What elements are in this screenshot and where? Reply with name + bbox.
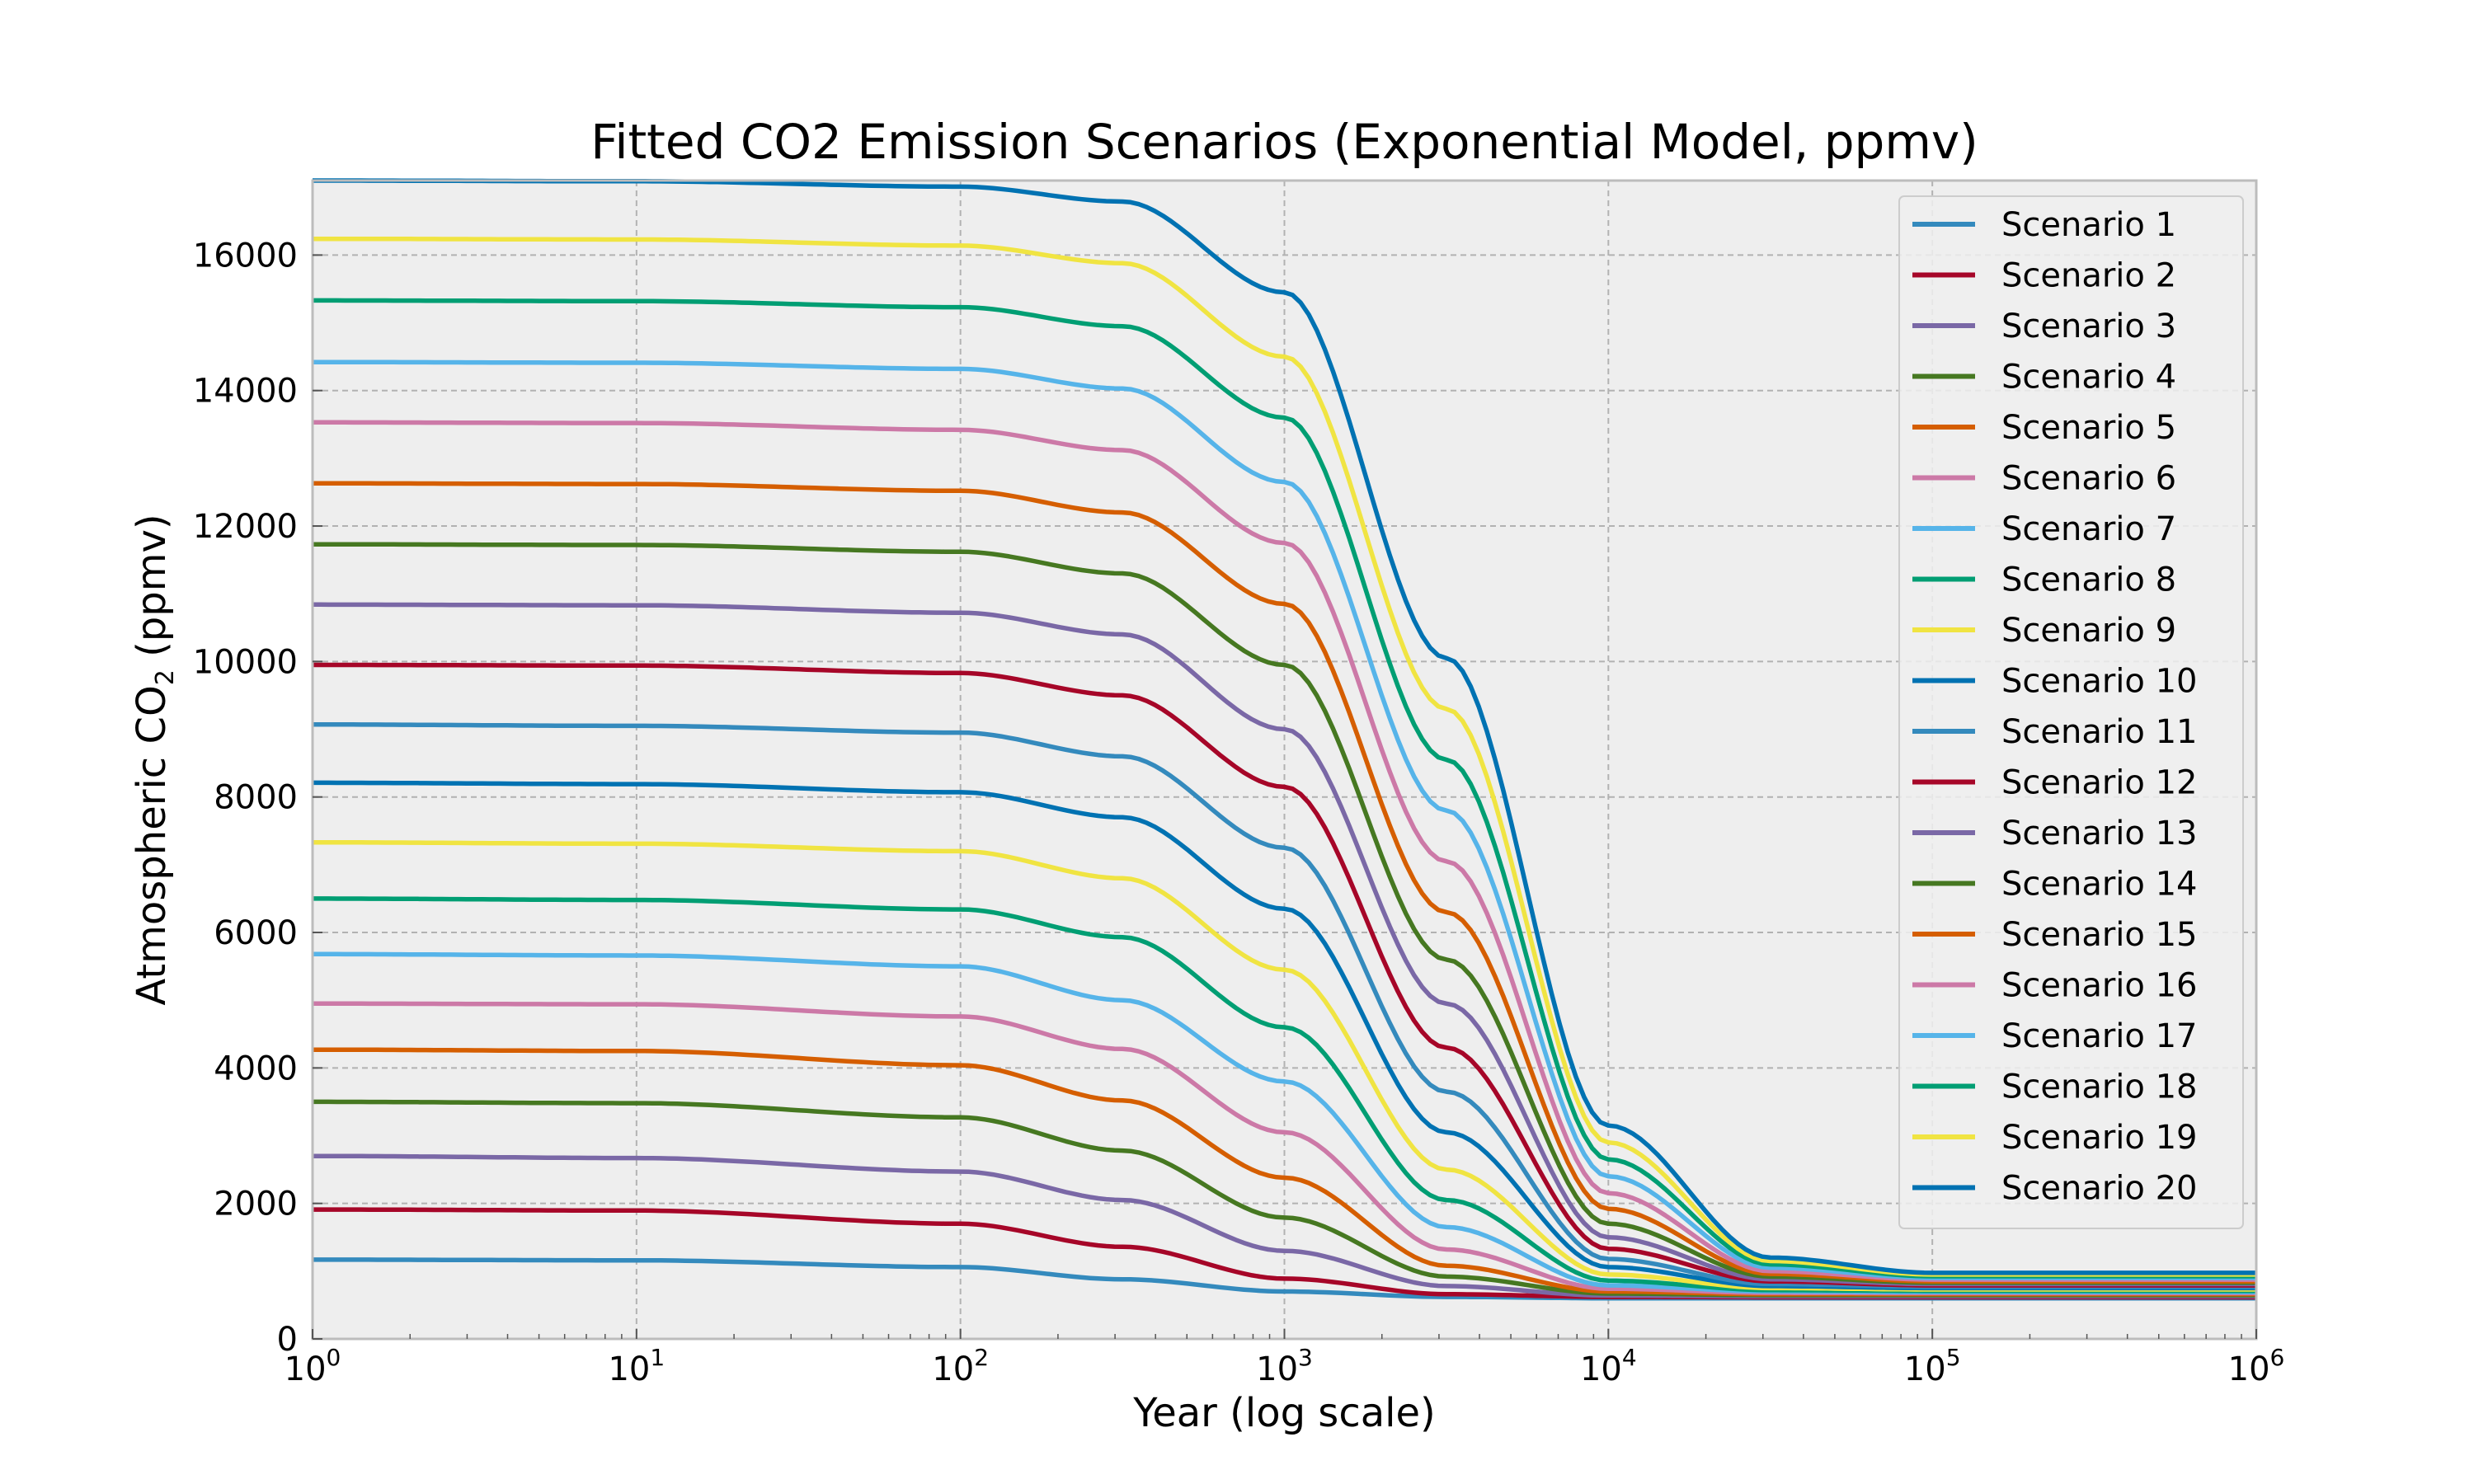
x-tick-label: 102 <box>932 1344 989 1388</box>
legend-entry: Scenario 15 <box>1912 916 2198 954</box>
legend-label: Scenario 18 <box>2001 1068 2198 1106</box>
y-axis-title: Atmospheric CO2 (ppmv) <box>129 514 180 1005</box>
legend-entry: Scenario 18 <box>1912 1068 2198 1106</box>
x-tick-base: 10 <box>1904 1350 1946 1388</box>
y-tick-label: 8000 <box>214 779 298 817</box>
x-tick-base: 10 <box>1580 1350 1622 1388</box>
y-tick-label: 12000 <box>193 508 298 546</box>
legend-label: Scenario 1 <box>2001 206 2176 244</box>
legend-frame <box>1898 195 2244 1229</box>
legend-entry: Scenario 14 <box>1912 866 2198 904</box>
x-tick-exponent: 1 <box>650 1344 665 1371</box>
x-tick-exponent: 2 <box>974 1344 989 1371</box>
legend-label: Scenario 4 <box>2001 359 2176 397</box>
x-tick-label: 105 <box>1904 1344 1961 1388</box>
y-tick-label: 10000 <box>193 643 298 681</box>
x-tick-base: 10 <box>285 1350 327 1388</box>
legend-entry: Scenario 4 <box>1912 359 2176 397</box>
legend-entry: Scenario 19 <box>1912 1119 2198 1157</box>
legend-entry: Scenario 13 <box>1912 815 2198 852</box>
x-tick-base: 10 <box>1256 1350 1298 1388</box>
x-tick-label: 106 <box>2228 1344 2285 1388</box>
x-tick-label: 101 <box>608 1344 665 1388</box>
legend-entry: Scenario 3 <box>1912 308 2176 345</box>
legend-entry: Scenario 11 <box>1912 713 2198 751</box>
legend-label: Scenario 9 <box>2001 612 2176 650</box>
x-tick-base: 10 <box>932 1350 974 1388</box>
legend-label: Scenario 5 <box>2001 409 2176 447</box>
legend-label: Scenario 2 <box>2001 257 2176 295</box>
legend-entry: Scenario 16 <box>1912 967 2198 1005</box>
legend-label: Scenario 3 <box>2001 308 2176 345</box>
legend-label: Scenario 6 <box>2001 460 2176 498</box>
y-tick-label: 16000 <box>193 237 298 275</box>
legend: Scenario 1 Scenario 2 Scenario 3 Scenario 4… <box>1898 195 2244 1229</box>
legend-label: Scenario 12 <box>2001 764 2198 802</box>
legend-entry: Scenario 12 <box>1912 764 2198 802</box>
x-tick-label: 100 <box>285 1344 341 1388</box>
legend-label: Scenario 15 <box>2001 916 2198 954</box>
legend-entry: Scenario 20 <box>1912 1170 2198 1208</box>
legend-label: Scenario 20 <box>2001 1170 2198 1208</box>
x-tick-label: 103 <box>1256 1344 1313 1388</box>
y-tick-label: 6000 <box>214 914 298 952</box>
legend-label: Scenario 14 <box>2001 866 2198 904</box>
legend-entry: Scenario 9 <box>1912 612 2176 650</box>
legend-label: Scenario 10 <box>2001 663 2198 701</box>
legend-entry: Scenario 17 <box>1912 1017 2198 1055</box>
y-tick-label: 2000 <box>214 1186 298 1223</box>
y-tick-label: 14000 <box>193 373 298 411</box>
chart-title: Fitted CO2 Emission Scenarios (Exponenti… <box>590 114 1978 170</box>
x-axis-ticks: 100 101 102 103 104 105 106 <box>285 1329 2285 1388</box>
y-axis-title-units: (ppmv) <box>129 514 175 669</box>
legend-entry: Scenario 7 <box>1912 510 2176 548</box>
legend-label: Scenario 16 <box>2001 967 2198 1005</box>
x-tick-base: 10 <box>608 1350 650 1388</box>
x-tick-exponent: 0 <box>327 1344 341 1371</box>
y-axis-ticks: 0 2000 4000 6000 8000 10000 12000 14000 16000 <box>193 237 322 1359</box>
x-tick-exponent: 3 <box>1298 1344 1313 1371</box>
legend-entry: Scenario 1 <box>1912 206 2176 244</box>
x-tick-label: 104 <box>1580 1344 1637 1388</box>
y-axis-title-subscript: 2 <box>151 669 180 685</box>
legend-entry: Scenario 8 <box>1912 561 2176 599</box>
legend-label: Scenario 11 <box>2001 713 2198 751</box>
x-tick-base: 10 <box>2228 1350 2270 1388</box>
legend-label: Scenario 7 <box>2001 510 2176 548</box>
series-lines <box>313 178 2256 1301</box>
legend-label: Scenario 17 <box>2001 1017 2198 1055</box>
x-tick-exponent: 4 <box>1622 1344 1637 1371</box>
y-tick-label: 4000 <box>214 1050 298 1087</box>
legend-label: Scenario 19 <box>2001 1119 2198 1157</box>
legend-entry: Scenario 6 <box>1912 460 2176 498</box>
legend-label: Scenario 13 <box>2001 815 2198 852</box>
legend-entry: Scenario 2 <box>1912 257 2176 295</box>
y-tick-label: 0 <box>277 1321 298 1359</box>
x-tick-exponent: 5 <box>1946 1344 1961 1371</box>
legend-entry: Scenario 5 <box>1912 409 2176 447</box>
y-axis-title-main: Atmospheric CO <box>129 685 175 1005</box>
legend-label: Scenario 8 <box>2001 561 2176 599</box>
legend-entry: Scenario 10 <box>1912 663 2198 701</box>
x-tick-exponent: 6 <box>2270 1344 2285 1371</box>
x-axis-title: Year (log scale) <box>1132 1390 1435 1436</box>
